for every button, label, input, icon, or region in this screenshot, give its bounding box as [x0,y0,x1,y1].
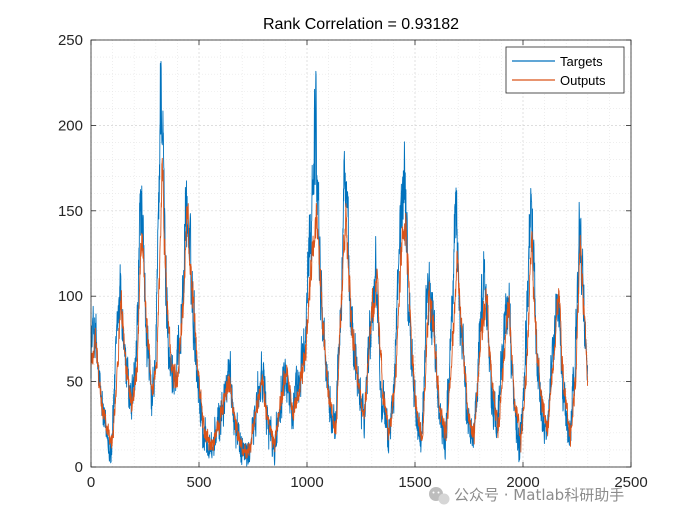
axes-box [90,39,632,468]
y-tick-label: 100 [58,288,83,305]
x-tick-label: 2000 [506,474,539,491]
y-tick-label: 200 [58,117,83,134]
x-tick-label: 1500 [398,474,431,491]
chart-title: Rank Correlation = 0.93182 [263,16,459,33]
y-tick-label: 250 [58,32,83,49]
y-tick-label: 150 [58,203,83,220]
ticks-layer: 0 500 1000 1500 2000 2500 0 50 100 150 200 250 [58,32,648,491]
x-tick-label: 0 [87,474,95,491]
y-tick-label: 0 [75,459,83,476]
wechat-logo-icon [429,487,450,505]
legend-label-outputs: Outputs [560,73,606,88]
legend: Targets Outputs [505,46,625,94]
watermark-text: 公众号 · Matlab科研助手 [454,486,624,504]
x-tick-label: 1000 [290,474,323,491]
x-tick-label: 2500 [614,474,647,491]
watermark: 公众号 · Matlab科研助手 [429,486,624,505]
legend-label-targets: Targets [560,54,603,69]
series-line-outputs [90,157,589,460]
x-tick-label: 500 [186,474,211,491]
legend-box [505,46,625,94]
minor-grid [91,40,631,467]
series-layer [90,61,589,467]
y-tick-label: 50 [66,374,83,391]
